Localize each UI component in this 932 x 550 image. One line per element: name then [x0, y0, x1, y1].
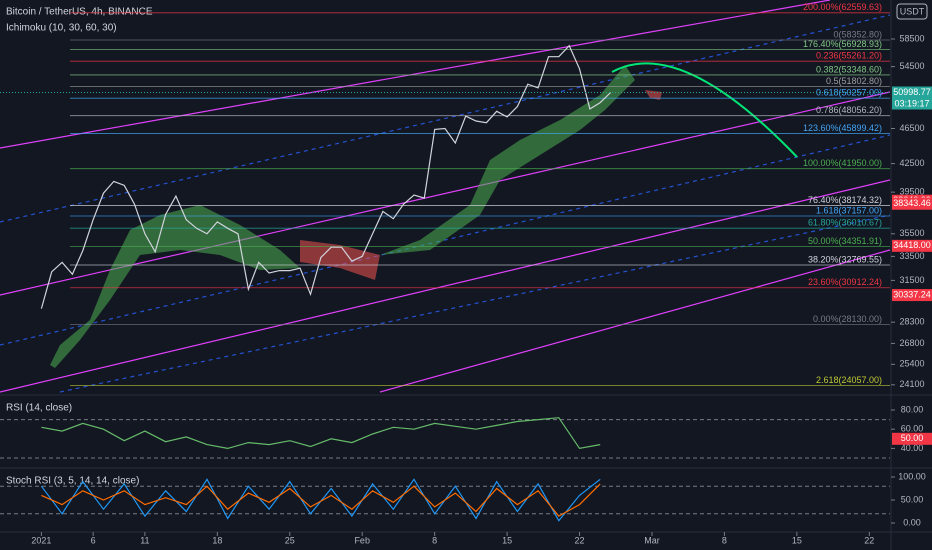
price-tag-label: 50.00: [901, 433, 924, 443]
y-tick-label: 50.00: [901, 494, 924, 504]
y-tick-label: 54500: [899, 61, 924, 71]
y-tick-label: 42500: [899, 158, 924, 168]
y-tick-label: 26800: [899, 338, 924, 348]
chart-title: Bitcoin / TetherUS, 4h, BINANCE: [6, 7, 153, 18]
y-tick-label: 28300: [899, 317, 924, 327]
price-tag: [892, 432, 932, 445]
pane-title: RSI (14, close): [6, 403, 72, 414]
fib-label: 0.236(55261.20): [816, 51, 882, 61]
fib-label: 0.786(48056.20): [816, 105, 882, 115]
pane-title: Stoch RSI (3, 5, 14, 14, close): [6, 476, 139, 487]
x-tick-label: 8: [432, 535, 437, 545]
fib-label: 0.5(51802.80): [826, 76, 882, 86]
fib-label: 61.80%(36010.67): [808, 218, 882, 228]
channel: [0, 0, 891, 393]
fib-label: 100.00%(41950.00): [803, 158, 882, 168]
price-tag: [892, 289, 932, 302]
y-tick-label: 40.00: [901, 443, 924, 453]
fib-label: 0.382(53348.60): [816, 64, 882, 74]
fib-label: 2.618(24057.00): [816, 375, 882, 385]
y-tick-label: 58500: [899, 33, 924, 43]
y-tick-label: 39500: [899, 187, 924, 197]
fib-label: 200.00%(62559.63): [803, 2, 882, 12]
y-tick-label: 100.00: [898, 471, 926, 481]
x-tick-label: 15: [792, 535, 802, 545]
x-tick-label: 18: [212, 535, 222, 545]
fib-label: 38.20%(32769.55): [808, 254, 882, 264]
countdown-box: [892, 98, 932, 110]
y-tick-label: 35500: [899, 228, 924, 238]
fib-label: 0.618(50257.00): [816, 88, 882, 98]
y-tick-label: 25400: [899, 359, 924, 369]
x-tick-label: 15: [502, 535, 512, 545]
price-line: [41, 417, 601, 450]
price-tag: [892, 197, 932, 210]
y-tick-label: 46500: [899, 123, 924, 133]
fib-label: 50.00%(34351.91): [808, 236, 882, 246]
price-tag: [892, 239, 932, 252]
x-tick-label: 6: [91, 535, 96, 545]
y-tick-label: 60.00: [901, 424, 924, 434]
fib-label: 1.618(37157.00): [816, 205, 882, 215]
price-tag-label: 34418.00: [893, 240, 931, 250]
y-tick-label: 24100: [899, 379, 924, 389]
indicator-label: Ichimoku (10, 30, 60, 30): [6, 23, 117, 34]
price-tag-label: 30337.24: [893, 289, 931, 299]
series-line: [41, 483, 601, 517]
currency-box[interactable]: [896, 3, 928, 20]
currency[interactable]: USDT: [900, 6, 925, 16]
price-line: [40, 44, 612, 309]
price-tag: [892, 86, 932, 99]
fib-label: 176.40%(56928.93): [803, 39, 882, 49]
x-tick-label: 11: [140, 535, 149, 545]
y-tick-label: 0.00: [903, 517, 921, 527]
fib-label: 0.00%(28130.00): [813, 314, 882, 324]
fib-label: 123.60%(45899.42): [803, 123, 882, 133]
y-tick-label: 33500: [899, 251, 924, 261]
fib-label: 76.40%(38174.32): [808, 195, 882, 205]
x-tick-label: 22: [864, 535, 874, 545]
countdown: 03:19:17: [894, 98, 929, 108]
x-tick-label: 8: [722, 535, 727, 545]
price-tag-label: 50998.77: [893, 87, 931, 97]
x-tick-label: 2021: [31, 535, 51, 545]
x-tick-label: Mar: [644, 535, 660, 545]
fib-label: 0(58352.80): [833, 29, 882, 39]
y-tick-label: 80.00: [901, 404, 924, 414]
x-tick-label: 25: [285, 535, 295, 545]
price-tag-label: 38343.46: [893, 198, 931, 208]
x-tick-label: Feb: [354, 535, 370, 545]
x-tick-label: 22: [575, 535, 585, 545]
fib-label: 23.60%(30912.24): [808, 277, 882, 287]
y-tick-label: 31500: [899, 275, 924, 285]
